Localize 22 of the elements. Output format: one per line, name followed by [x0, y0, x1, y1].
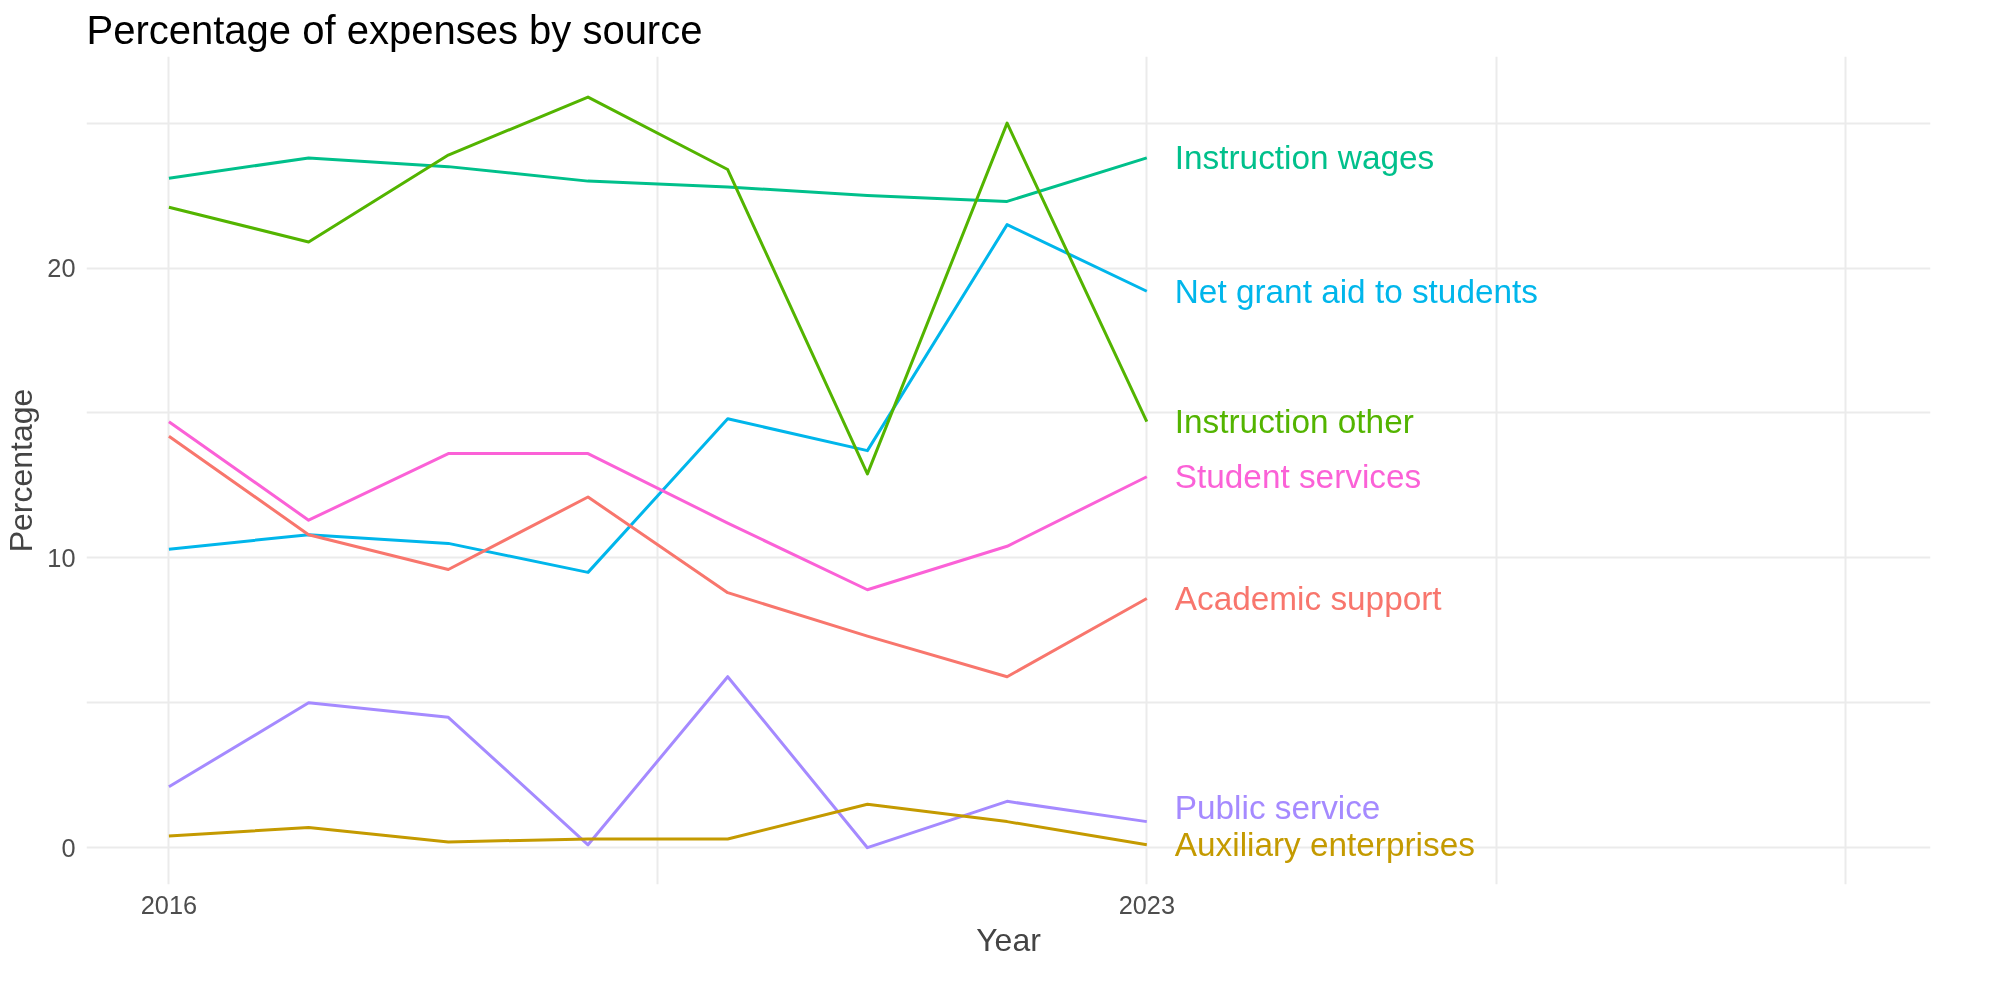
series-label: Instruction other — [1174, 403, 1414, 441]
series-label: Student services — [1174, 458, 1422, 496]
line-series — [167, 434, 1149, 679]
line-series — [167, 675, 1149, 850]
series-label: Instruction wages — [1174, 139, 1435, 177]
chart-title: Percentage of expenses by source — [86, 7, 703, 52]
series-label: Auxiliary enterprises — [1174, 826, 1475, 864]
x-axis-title: Year — [976, 921, 1042, 958]
y-tick-label: 0 — [61, 833, 76, 862]
y-axis-title: Percentage — [3, 388, 40, 553]
line-series — [167, 95, 1149, 476]
x-tick-label: 2023 — [1118, 890, 1175, 919]
y-tick-label: 20 — [47, 254, 76, 283]
series-label: Academic support — [1174, 579, 1443, 617]
line-series — [167, 420, 1149, 592]
x-tick-label: 2016 — [140, 890, 198, 919]
y-tick-label: 10 — [47, 543, 76, 572]
line-series — [167, 802, 1149, 847]
line-series — [167, 223, 1149, 574]
series-label: Public service — [1174, 789, 1381, 827]
series-label: Net grant aid to students — [1174, 272, 1538, 310]
line-series — [167, 156, 1149, 203]
